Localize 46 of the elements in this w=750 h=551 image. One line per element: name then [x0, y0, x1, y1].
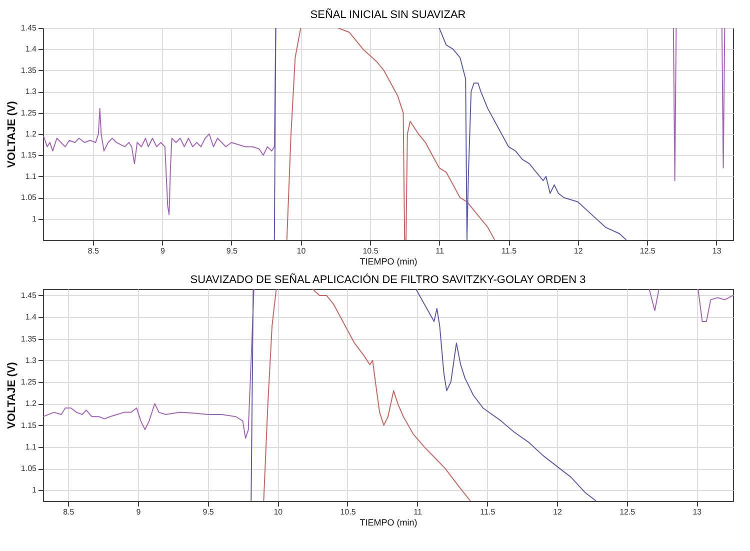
x-tick-label: 10	[296, 246, 306, 256]
x-tick-label: 12.5	[640, 246, 656, 256]
y-tick-label: 1.25	[20, 378, 38, 387]
x-tick-label: 11	[414, 508, 423, 516]
y-tick-label: 1.4	[25, 44, 38, 54]
y-tick-label: 1.05	[20, 464, 38, 474]
x-tick-label: 9	[160, 246, 166, 256]
x-axis-title: TIEMPO (min)	[360, 518, 418, 528]
x-tick-label: 9.5	[226, 246, 238, 256]
x-tick-label: 8.5	[88, 246, 100, 256]
x-tick-label: 11	[436, 246, 444, 256]
y-tick-label: 1.2	[25, 130, 38, 138]
chart-title: SEÑAL INICIAL SIN SUAVIZAR	[310, 8, 466, 21]
y-tick-label: 1.15	[20, 150, 38, 160]
x-tick-label: 10.5	[340, 508, 356, 516]
y-tick-label: 1.3	[25, 356, 38, 365]
y-tick-label: 1	[32, 486, 38, 495]
y-tick-label: 1.45	[20, 290, 38, 300]
y-tick-label: 1.45	[20, 24, 38, 32]
y-tick-label: 1.4	[25, 312, 38, 322]
x-tick-label: 9.5	[202, 508, 214, 516]
x-tick-label: 12	[574, 246, 584, 256]
x-axis-title: TIEMPO (min)	[360, 256, 418, 266]
x-tick-label: 12	[553, 508, 563, 516]
y-tick-label: 1.15	[20, 420, 38, 430]
y-tick-label: 1.3	[25, 87, 38, 96]
y-tick-label: 1.35	[20, 334, 38, 344]
y-tick-label: 1	[32, 214, 38, 224]
y-tick-label: 1.25	[20, 108, 38, 118]
x-tick-label: 11.5	[480, 508, 496, 516]
chart-title: SUAVIZADO DE SEÑAL APLICACIÓN DE FILTRO SAVITZKY-GOLAY ORDEN 3	[190, 273, 586, 286]
y-tick-label: 1.35	[20, 66, 38, 75]
y-tick-label: 1.05	[20, 193, 38, 202]
y-tick-label: 1.1	[25, 442, 38, 452]
x-tick-label: 8.5	[63, 508, 75, 516]
x-tick-label: 9	[136, 508, 142, 516]
x-tick-label: 10.5	[362, 246, 379, 256]
x-tick-label: 13	[712, 246, 722, 256]
y-tick-label: 1.1	[25, 172, 38, 181]
y-axis-title: VOLTAJE (V)	[6, 100, 18, 168]
x-tick-label: 11.5	[502, 246, 518, 256]
y-tick-label: 1.2	[25, 399, 38, 408]
x-tick-label: 10	[274, 508, 284, 516]
x-tick-label: 12.5	[620, 508, 636, 516]
y-axis-title: VOLTAJE (V)	[6, 362, 18, 429]
x-tick-label: 13	[692, 508, 702, 516]
